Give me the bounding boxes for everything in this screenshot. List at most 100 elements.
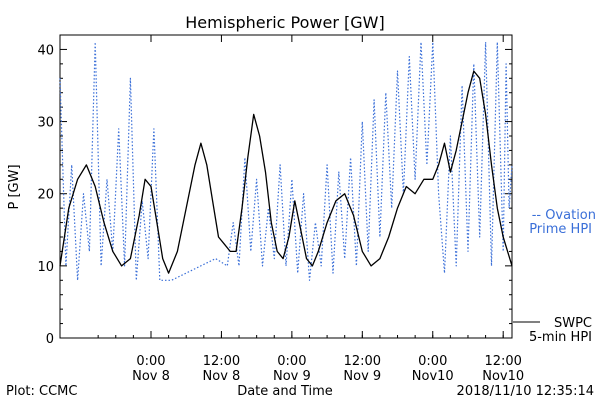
series-0-point: [253, 114, 254, 115]
series-0-point: [112, 251, 113, 252]
series-1-point: [285, 265, 286, 266]
series-1-point: [147, 258, 148, 259]
series-1-point: [159, 280, 160, 281]
series-1-point: [118, 128, 119, 129]
series-1-point: [100, 265, 101, 266]
series-0-point: [371, 265, 372, 266]
series-0-point: [282, 258, 283, 259]
series-0-point: [485, 114, 486, 115]
x-tick-label-date: Nov 8: [132, 369, 170, 384]
series-0-point: [456, 150, 457, 151]
series-0-point: [388, 236, 389, 237]
series-0-point: [432, 179, 433, 180]
series-1-point: [426, 164, 427, 165]
series-0-point: [168, 272, 169, 273]
series-1-point: [106, 179, 107, 180]
legend-ovation-line2: Prime HPI: [529, 222, 592, 237]
series-0-point: [312, 265, 313, 266]
y-tick-label: 30: [37, 116, 54, 131]
series-1-point: [326, 164, 327, 165]
series-1-point: [171, 280, 172, 281]
series-0-point: [503, 236, 504, 237]
series-0-point: [300, 229, 301, 230]
x-tick-label-time: 0:00: [418, 354, 447, 369]
y-tick-label: 40: [37, 43, 54, 58]
series-0-point: [326, 222, 327, 223]
series-1-point: [438, 193, 439, 194]
series-1-point: [280, 164, 281, 165]
series-0-point: [230, 251, 231, 252]
series-0-point: [462, 121, 463, 122]
series-1-point: [65, 265, 66, 266]
series-0-point: [103, 222, 104, 223]
x-axis-label: Date and Time: [237, 384, 333, 399]
series-1-point: [77, 280, 78, 281]
series-1-point: [291, 179, 292, 180]
plot-timestamp: 2018/11/10 12:35:14: [457, 384, 594, 399]
series-0-point: [362, 251, 363, 252]
series-1-point: [124, 265, 125, 266]
series-1-point: [503, 251, 504, 252]
series-1-point: [153, 128, 154, 129]
series-0-point: [224, 244, 225, 245]
series-1-point: [233, 222, 234, 223]
y-tick-label: 20: [37, 188, 54, 203]
series-0-point: [444, 143, 445, 144]
series-0-point: [497, 208, 498, 209]
x-tick-label-time: 12:00: [203, 354, 240, 369]
series-1-point: [479, 236, 480, 237]
series-1-point: [467, 251, 468, 252]
series-1-point: [262, 265, 263, 266]
legend-swpc-line2: 5-min HPI: [529, 330, 592, 345]
series-0-point: [294, 200, 295, 201]
series-1-point: [338, 171, 339, 172]
series-1-point: [444, 272, 445, 273]
series-0-point: [77, 179, 78, 180]
series-0-point: [467, 92, 468, 93]
series-0-point: [265, 171, 266, 172]
series-0-point: [177, 251, 178, 252]
y-axis-label: P [GW]: [7, 164, 22, 209]
series-0-point: [206, 164, 207, 165]
series-0-point: [212, 200, 213, 201]
series-1-point: [473, 63, 474, 64]
plot-credit: Plot: CCMC: [6, 384, 77, 399]
series-1-point: [485, 42, 486, 43]
series-1-point: [506, 63, 507, 64]
series-1-point: [373, 99, 374, 100]
series-1-point: [356, 265, 357, 266]
series-1-point: [332, 272, 333, 273]
legend-swpc-line1: SWPC: [554, 316, 592, 331]
series-1-point: [89, 251, 90, 252]
series-1-point: [215, 258, 216, 259]
series-0-point: [479, 78, 480, 79]
series-1-point: [456, 265, 457, 266]
x-tick-label-time: 12:00: [484, 354, 521, 369]
series-0-point: [473, 70, 474, 71]
series-0-point: [200, 143, 201, 144]
y-tick-label: 10: [37, 260, 54, 275]
series-0-point: [162, 258, 163, 259]
series-layer: [59, 41, 513, 281]
series-1-point: [315, 222, 316, 223]
series-1-point: [344, 258, 345, 259]
series-0-point: [194, 164, 195, 165]
y-tick-label: 0: [46, 332, 54, 347]
series-1-point: [303, 193, 304, 194]
series-0-point: [150, 186, 151, 187]
chart-title: Hemispheric Power [GW]: [185, 13, 384, 32]
series-0-point: [145, 179, 146, 180]
x-tick-label-time: 0:00: [136, 354, 165, 369]
x-tick-label-date: Nov 9: [343, 369, 381, 384]
series-0-point: [277, 251, 278, 252]
series-0-point: [95, 186, 96, 187]
x-tick-label-time: 0:00: [277, 354, 306, 369]
series-0-point: [438, 164, 439, 165]
series-0-point: [121, 265, 122, 266]
series-1-point: [274, 258, 275, 259]
series-0-point: [59, 265, 60, 266]
series-1-point: [238, 265, 239, 266]
series-0-point: [68, 208, 69, 209]
series-0-point: [335, 200, 336, 201]
